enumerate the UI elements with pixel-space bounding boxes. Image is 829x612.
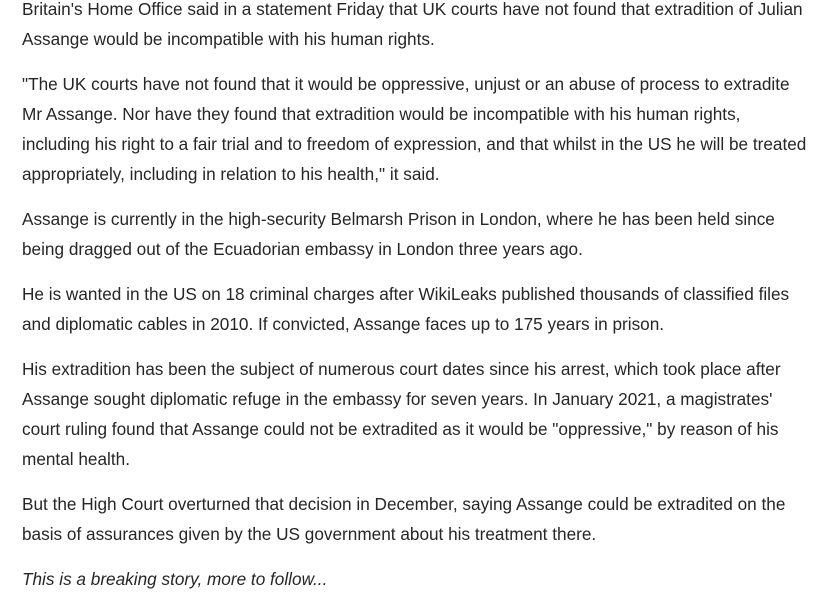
breaking-story-note: This is a breaking story, more to follow… [22, 569, 328, 589]
paragraph-belmarsh-prison: Assange is currently in the high-securit… [22, 209, 775, 259]
paragraph-extradition-history: His extradition has been the subject of … [22, 359, 781, 469]
paragraph-home-office-statement: Britain's Home Office said in a statemen… [22, 0, 803, 49]
paragraph-criminal-charges: He is wanted in the US on 18 criminal ch… [22, 284, 790, 334]
paragraph-high-court-ruling: But the High Court overturned that decis… [22, 494, 786, 544]
article-body: Britain's Home Office said in a statemen… [22, 0, 812, 609]
paragraph-statement-quote: "The UK courts have not found that it wo… [22, 74, 807, 184]
